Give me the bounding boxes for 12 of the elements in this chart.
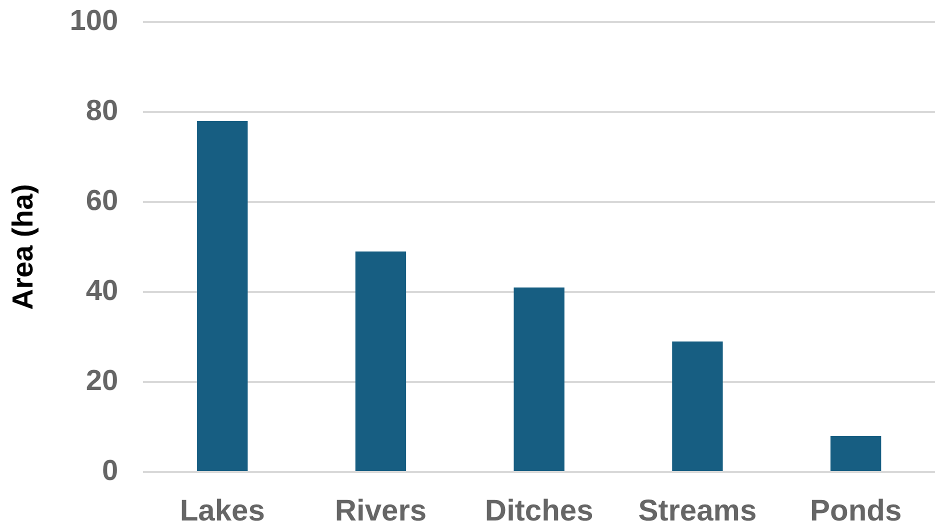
y-tick-label: 0 — [102, 455, 118, 487]
y-tick-label: 20 — [86, 365, 118, 397]
x-tick-label: Rivers — [334, 494, 427, 527]
x-tick-label: Ditches — [484, 494, 594, 527]
y-tick-label: 80 — [86, 95, 118, 127]
x-tick-label: Ponds — [810, 494, 902, 527]
x-tick-label: Lakes — [180, 494, 265, 527]
y-axis-title: Area (ha) — [7, 184, 40, 310]
y-tick-label: 60 — [86, 185, 118, 217]
x-tick-label: Streams — [638, 494, 757, 527]
y-tick-label: 100 — [70, 5, 118, 37]
y-tick-label: 40 — [86, 275, 118, 307]
